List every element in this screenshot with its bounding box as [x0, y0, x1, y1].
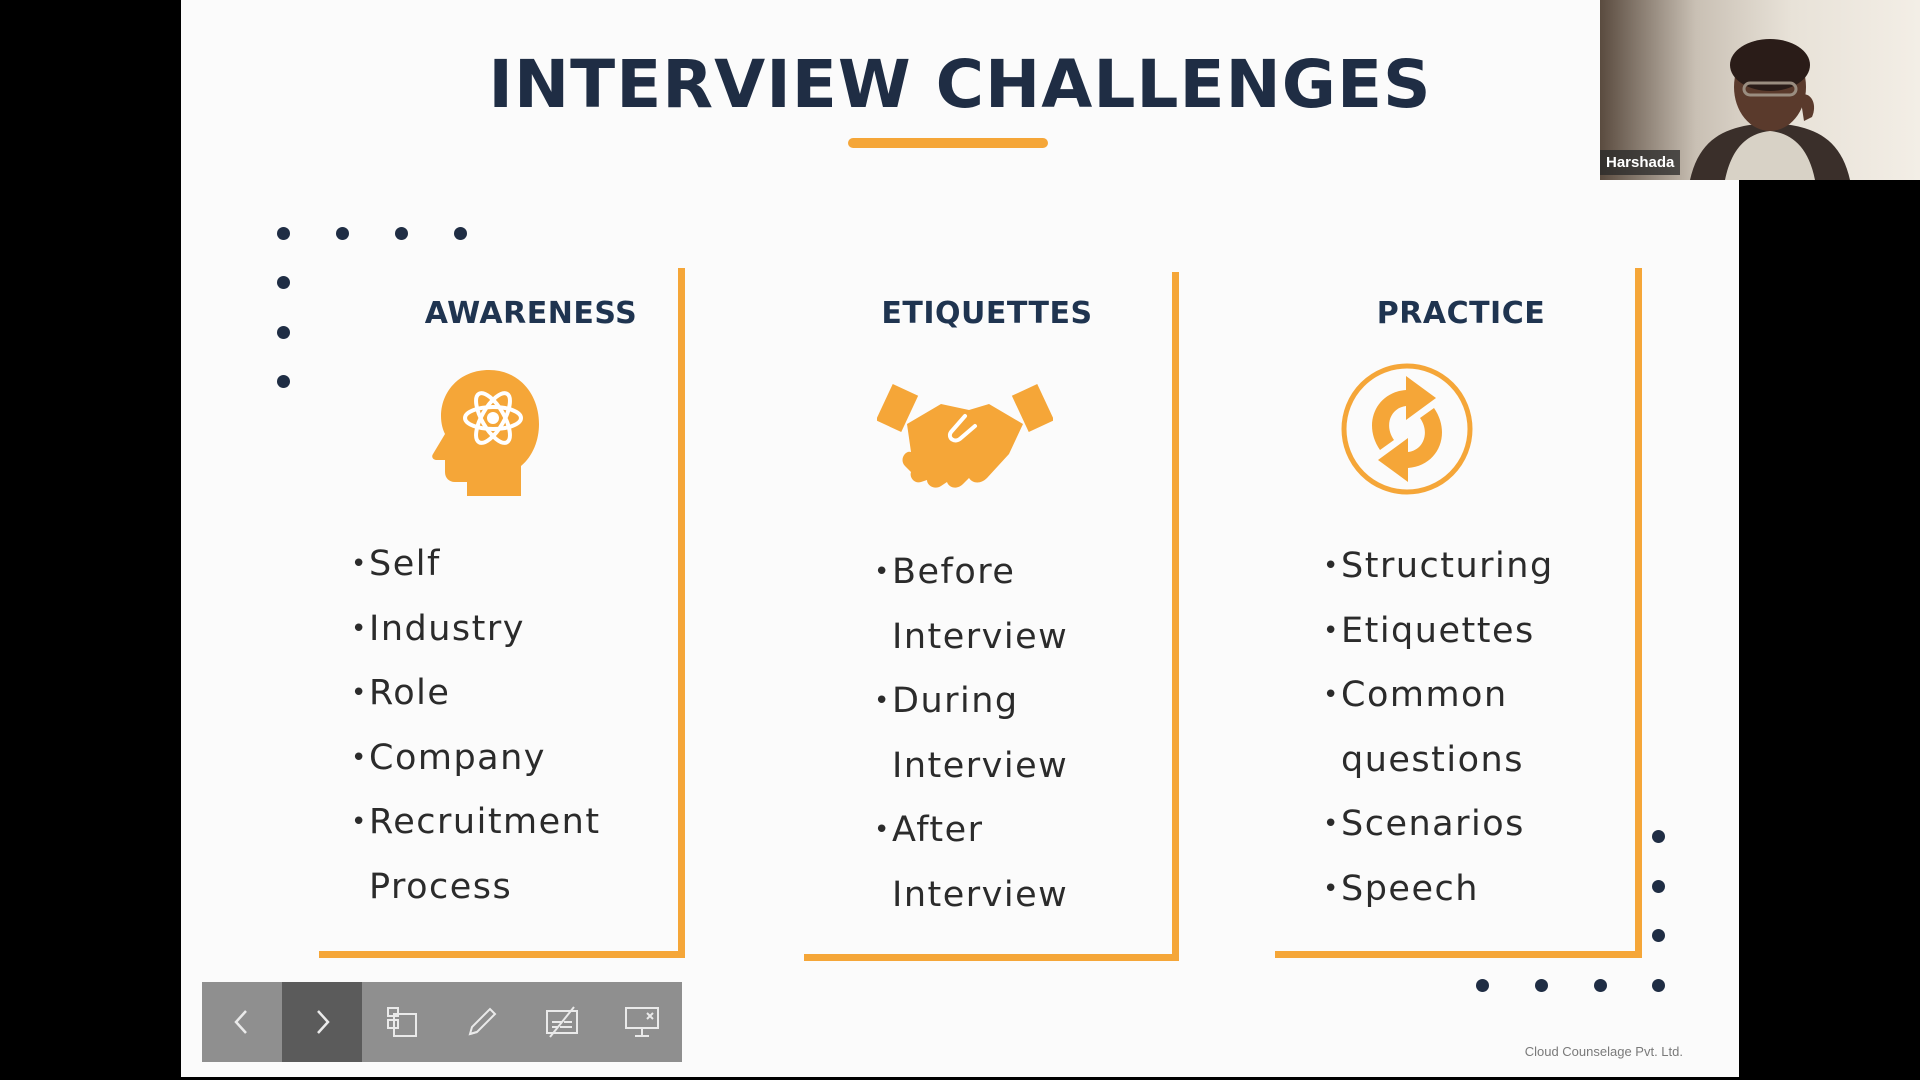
list-item: Process [369, 866, 513, 907]
list-item: • Company [351, 737, 547, 778]
decor-dot [336, 227, 349, 240]
footer-note: Cloud Counselage Pvt. Ltd. [1524, 1044, 1683, 1059]
list-item: • Common [1323, 675, 1508, 715]
decor-dot [1652, 830, 1665, 843]
list-item: questions [1341, 739, 1524, 780]
list-item: • Self [351, 544, 441, 584]
subtitles-off-icon [546, 1006, 578, 1038]
refresh-arrows-icon [1341, 363, 1473, 495]
list-item: • Industry [351, 608, 525, 649]
stop-presenting-icon [625, 1007, 659, 1037]
decor-dot [277, 227, 290, 240]
presentation-slide: INTERVIEW CHALLENGES AWARENESS • Self • In… [181, 0, 1739, 1077]
decor-dot [1535, 979, 1548, 992]
list-item: • Before [874, 552, 1016, 592]
decor-dot [1594, 979, 1607, 992]
list-item: • Role [351, 673, 451, 713]
decor-dot [1652, 880, 1665, 893]
list-item: • Recruitment [351, 802, 601, 842]
decor-dot [277, 375, 290, 388]
decor-dot [1652, 929, 1665, 942]
list-item: • Scenarios [1323, 804, 1525, 844]
decor-dot [454, 227, 467, 240]
slides-overview-icon [387, 1007, 417, 1037]
practice-list: • Structuring • Etiquettes • Common questio… [1323, 534, 1643, 921]
participant-video-tile[interactable]: Harshada [1600, 0, 1920, 180]
etiquettes-list: • Before Interview • During Interview • Aft… [874, 540, 1194, 927]
decor-dot [277, 326, 290, 339]
list-item: Interview [892, 874, 1069, 915]
slide-title: INTERVIEW CHALLENGES [488, 46, 1432, 123]
awareness-frame [319, 268, 685, 958]
practice-frame [1275, 268, 1642, 958]
pen-icon [468, 1007, 497, 1036]
etiquettes-heading: ETIQUETTES [881, 296, 1093, 331]
chevron-left-icon [234, 1010, 247, 1034]
next-slide-button[interactable] [282, 982, 362, 1062]
participant-avatar [1690, 39, 1850, 180]
title-underline [848, 138, 1048, 148]
practice-heading: PRACTICE [1376, 296, 1546, 331]
list-item: • Structuring [1323, 546, 1554, 586]
decor-dot [277, 276, 290, 289]
decor-dot [1652, 979, 1665, 992]
slides-overview-button[interactable] [362, 982, 442, 1062]
awareness-list: • Self • Industry • Role • Company • Recruitm… [351, 532, 671, 919]
etiquettes-frame [804, 272, 1179, 961]
handshake-icon [877, 383, 1053, 488]
previous-slide-button[interactable] [202, 982, 282, 1062]
stop-presenting-button[interactable] [602, 982, 682, 1062]
participant-name: Harshada [1600, 150, 1681, 175]
list-item: • Etiquettes [1323, 610, 1535, 651]
awareness-heading: AWARENESS [424, 296, 638, 331]
chevron-right-icon [317, 1010, 330, 1034]
list-item: • Speech [1323, 868, 1479, 909]
list-item: Interview [892, 745, 1069, 786]
subtitles-toggle-button[interactable] [522, 982, 602, 1062]
list-item: • After [874, 810, 984, 850]
presentation-toolbar [202, 982, 682, 1062]
pen-tool-button[interactable] [442, 982, 522, 1062]
list-item: • During [874, 681, 1019, 721]
decor-dot [395, 227, 408, 240]
list-item: Interview [892, 616, 1069, 657]
head-atom-icon [432, 370, 539, 496]
decor-dot [1476, 979, 1489, 992]
